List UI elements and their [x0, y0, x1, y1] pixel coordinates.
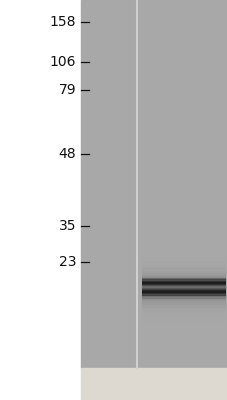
Bar: [142, 298, 225, 301]
Text: 106: 106: [50, 55, 76, 69]
Bar: [142, 266, 225, 268]
Bar: [142, 257, 225, 259]
Bar: [142, 290, 225, 291]
Bar: [142, 301, 225, 302]
Bar: [142, 292, 225, 294]
Bar: [142, 293, 225, 294]
Bar: [142, 288, 225, 289]
Bar: [142, 303, 225, 306]
Bar: [0, 0, 81, 400]
Bar: [142, 312, 225, 315]
Bar: [142, 274, 225, 275]
Bar: [142, 310, 225, 312]
Bar: [142, 284, 225, 285]
Bar: [142, 291, 225, 292]
Bar: [142, 285, 225, 286]
Bar: [142, 282, 225, 285]
Bar: [142, 322, 225, 324]
Bar: [142, 289, 225, 290]
Text: 158: 158: [50, 15, 76, 29]
Bar: [142, 297, 225, 298]
Bar: [142, 294, 225, 296]
Bar: [142, 303, 225, 304]
Bar: [142, 295, 225, 296]
Bar: [142, 301, 225, 303]
Bar: [142, 298, 225, 299]
Bar: [81, 368, 227, 400]
Bar: [142, 279, 225, 280]
Bar: [142, 273, 225, 276]
Bar: [142, 275, 225, 276]
Bar: [142, 268, 225, 271]
Bar: [142, 317, 225, 319]
Bar: [142, 287, 225, 288]
Text: 79: 79: [59, 83, 76, 97]
Bar: [142, 308, 225, 310]
Bar: [142, 294, 225, 295]
Bar: [142, 275, 225, 278]
Bar: [142, 284, 225, 287]
Bar: [142, 273, 225, 274]
Bar: [142, 282, 225, 283]
Text: 35: 35: [59, 219, 76, 233]
Bar: [142, 289, 225, 292]
Text: 48: 48: [59, 147, 76, 161]
Bar: [142, 305, 225, 308]
Bar: [142, 262, 225, 264]
Bar: [142, 302, 225, 303]
Bar: [142, 275, 225, 276]
Bar: [142, 300, 225, 301]
Bar: [142, 254, 225, 257]
Bar: [142, 292, 225, 293]
Text: 23: 23: [59, 255, 76, 269]
Bar: [142, 283, 225, 284]
Bar: [142, 278, 225, 279]
Bar: [142, 277, 225, 278]
Bar: [142, 319, 225, 322]
Bar: [142, 296, 225, 298]
Bar: [142, 286, 225, 287]
Bar: [142, 280, 225, 281]
Bar: [142, 278, 225, 280]
Bar: [142, 280, 225, 282]
Bar: [142, 264, 225, 266]
Bar: [142, 281, 225, 282]
Bar: [142, 259, 225, 262]
Bar: [81, 0, 227, 368]
Bar: [142, 271, 225, 273]
Bar: [142, 296, 225, 297]
Bar: [142, 298, 225, 299]
Bar: [142, 314, 225, 317]
Bar: [142, 276, 225, 277]
Bar: [142, 299, 225, 300]
Bar: [142, 282, 225, 283]
Bar: [142, 287, 225, 289]
